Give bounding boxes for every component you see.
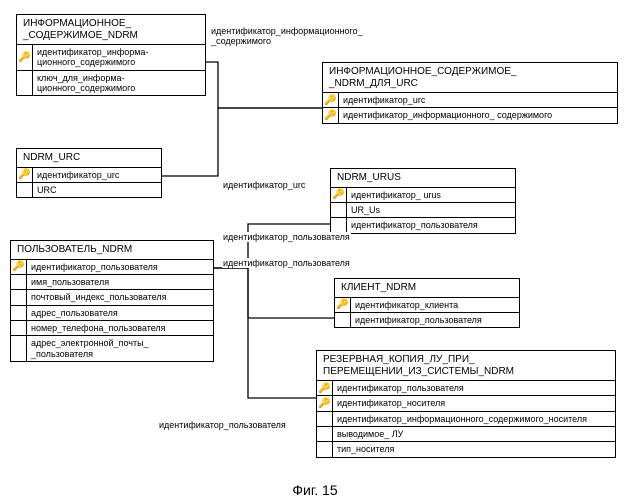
- entity-row: UR_Us: [331, 202, 515, 217]
- entity-title: ИНФОРМАЦИОННОЕ_ _СОДЕРЖИМОЕ_NDRM: [17, 15, 205, 45]
- empty-icon: [331, 218, 347, 232]
- entity-row: идентификатор_информационного_содержимог…: [317, 411, 615, 426]
- entity-row: адрес_пользователя: [11, 305, 213, 320]
- row-label: идентификатор_информационного_содержимог…: [333, 412, 615, 426]
- empty-icon: [11, 275, 27, 289]
- empty-icon: [11, 336, 27, 361]
- row-label: идентификатор_пользователя: [351, 313, 519, 327]
- entity-row: URC: [17, 182, 161, 197]
- entity-row: 🔑идентификатор_информа- ционного_содержи…: [17, 45, 205, 70]
- entity-backup_ndrm: РЕЗЕРВНАЯ_КОПИЯ_ЛУ_ПРИ_ ПЕРЕМЕЩЕНИИ_ИЗ_С…: [316, 350, 616, 458]
- key-icon: 🔑: [331, 188, 347, 202]
- entity-title: NDRM_URC: [17, 149, 161, 168]
- entity-row: почтовый_индекс_пользователя: [11, 289, 213, 304]
- empty-icon: [317, 427, 333, 441]
- empty-icon: [331, 203, 347, 217]
- entity-row: выводимое_ ЛУ: [317, 426, 615, 441]
- row-label: URC: [33, 183, 161, 197]
- edge-label: идентификатор_пользователя: [222, 258, 351, 268]
- row-label: UR_Us: [347, 203, 515, 217]
- row-label: идентификатор_urc: [339, 93, 617, 107]
- entity-row: 🔑идентификатор_пользователя: [11, 260, 213, 274]
- entity-row: адрес_электронной_почты_ _пользователя: [11, 335, 213, 361]
- entity-title: ИНФОРМАЦИОННОЕ_СОДЕРЖИМОЕ_ _NDRM_ДЛЯ_URC: [323, 63, 617, 93]
- entity-row: ключ_для_информа- ционного_содержимого: [17, 70, 205, 96]
- row-label: почтовый_индекс_пользователя: [27, 290, 213, 304]
- empty-icon: [17, 71, 33, 96]
- entity-row: 🔑идентификатор_urc: [17, 168, 161, 182]
- row-label: имя_пользователя: [27, 275, 213, 289]
- entity-row: 🔑идентификатор_ urus: [331, 188, 515, 202]
- entity-client_ndrm: КЛИЕНТ_NDRM🔑идентификатор_клиентаидентиф…: [334, 278, 520, 328]
- entity-row: имя_пользователя: [11, 274, 213, 289]
- row-label: идентификатор_информа- ционного_содержим…: [33, 45, 205, 70]
- edge-label: идентификатор_информационного_ _содержим…: [210, 26, 364, 46]
- row-label: идентификатор_пользователя: [27, 260, 213, 274]
- row-label: идентификатор_пользователя: [347, 218, 515, 232]
- row-label: идентификатор_ urus: [347, 188, 515, 202]
- key-icon: 🔑: [323, 93, 339, 107]
- entity-row: 🔑идентификатор_urc: [323, 93, 617, 107]
- entity-info_ndrm: ИНФОРМАЦИОННОЕ_ _СОДЕРЖИМОЕ_NDRM🔑идентиф…: [16, 14, 206, 96]
- empty-icon: [335, 313, 351, 327]
- entity-row: тип_носителя: [317, 441, 615, 456]
- empty-icon: [317, 412, 333, 426]
- empty-icon: [17, 183, 33, 197]
- entity-ndrm_urus: NDRM_URUS🔑идентификатор_ urusUR_Usиденти…: [330, 168, 516, 234]
- entity-row: идентификатор_пользователя: [331, 217, 515, 232]
- entity-title: NDRM_URUS: [331, 169, 515, 188]
- empty-icon: [11, 290, 27, 304]
- row-label: идентификатор_пользователя: [333, 381, 615, 395]
- entity-title: РЕЗЕРВНАЯ_КОПИЯ_ЛУ_ПРИ_ ПЕРЕМЕЩЕНИИ_ИЗ_С…: [317, 351, 615, 381]
- empty-icon: [11, 306, 27, 320]
- entity-row: номер_телефона_пользователя: [11, 320, 213, 335]
- empty-icon: [11, 321, 27, 335]
- entity-row: 🔑идентификатор_пользователя: [317, 381, 615, 395]
- entity-title: ПОЛЬЗОВАТЕЛЬ_NDRM: [11, 241, 213, 260]
- row-label: ключ_для_информа- ционного_содержимого: [33, 71, 205, 96]
- row-label: идентификатор_носителя: [333, 396, 615, 410]
- key-icon: 🔑: [323, 108, 339, 122]
- entity-user_ndrm: ПОЛЬЗОВАТЕЛЬ_NDRM🔑идентификатор_пользова…: [10, 240, 214, 362]
- entity-row: 🔑идентификатор_информационного_ содержим…: [323, 107, 617, 122]
- empty-icon: [317, 442, 333, 456]
- edge-label: идентификатор_пользователя: [222, 232, 351, 242]
- entity-row: 🔑идентификатор_носителя: [317, 395, 615, 410]
- row-label: тип_носителя: [333, 442, 615, 456]
- key-icon: 🔑: [17, 45, 33, 70]
- row-label: адрес_электронной_почты_ _пользователя: [27, 336, 213, 361]
- row-label: идентификатор_urc: [33, 168, 161, 182]
- row-label: выводимое_ ЛУ: [333, 427, 615, 441]
- entity-row: идентификатор_пользователя: [335, 312, 519, 327]
- entity-info_ndrm_urc: ИНФОРМАЦИОННОЕ_СОДЕРЖИМОЕ_ _NDRM_ДЛЯ_URC…: [322, 62, 618, 124]
- entity-ndrm_urc: NDRM_URC🔑идентификатор_urcURC: [16, 148, 162, 198]
- entity-title: КЛИЕНТ_NDRM: [335, 279, 519, 298]
- row-label: номер_телефона_пользователя: [27, 321, 213, 335]
- key-icon: 🔑: [317, 381, 333, 395]
- key-icon: 🔑: [11, 260, 27, 274]
- row-label: идентификатор_клиента: [351, 298, 519, 312]
- key-icon: 🔑: [317, 396, 333, 410]
- entity-row: 🔑идентификатор_клиента: [335, 298, 519, 312]
- figure-caption: Фиг. 15: [292, 482, 337, 498]
- row-label: идентификатор_информационного_ содержимо…: [339, 108, 617, 122]
- row-label: адрес_пользователя: [27, 306, 213, 320]
- key-icon: 🔑: [335, 298, 351, 312]
- key-icon: 🔑: [17, 168, 33, 182]
- edge-label: идентификатор_пользователя: [158, 420, 287, 430]
- edge-label: идентификатор_urc: [222, 180, 306, 190]
